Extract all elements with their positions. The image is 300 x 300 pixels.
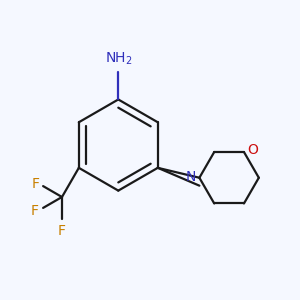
Text: F: F (30, 204, 38, 218)
Text: O: O (247, 143, 258, 157)
Text: N: N (186, 170, 196, 184)
Text: NH$_2$: NH$_2$ (106, 50, 133, 67)
Text: F: F (58, 224, 66, 238)
Text: F: F (31, 177, 39, 191)
